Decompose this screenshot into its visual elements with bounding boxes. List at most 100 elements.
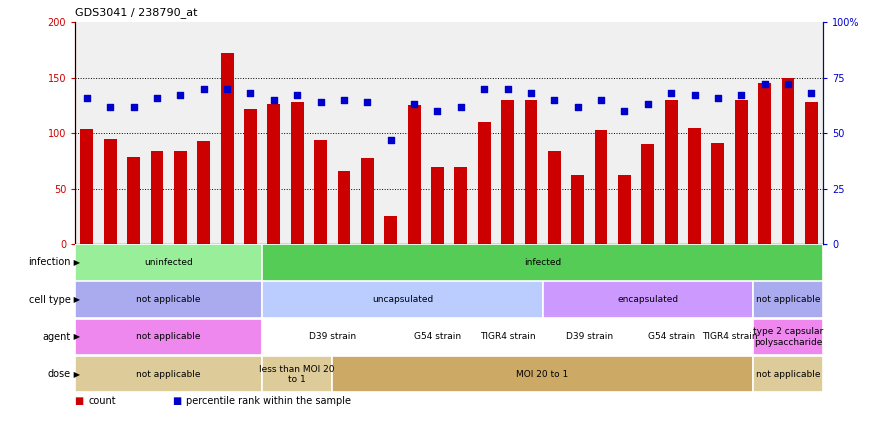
Point <box>477 85 491 92</box>
Bar <box>384 217 397 244</box>
Bar <box>75 319 262 355</box>
Text: infected: infected <box>524 258 561 267</box>
Bar <box>314 140 327 244</box>
Bar <box>197 141 210 244</box>
Bar <box>81 129 93 244</box>
Point <box>641 101 655 108</box>
Point <box>313 99 327 106</box>
Bar <box>174 151 187 244</box>
Bar <box>104 139 117 244</box>
Text: TIGR4 strain: TIGR4 strain <box>702 333 758 341</box>
Text: ■: ■ <box>173 396 185 406</box>
Point <box>735 92 749 99</box>
Bar <box>706 319 753 355</box>
Point <box>196 85 211 92</box>
Text: MOI 20 to 1: MOI 20 to 1 <box>517 370 569 379</box>
Text: ▶: ▶ <box>71 333 80 341</box>
Bar <box>337 171 350 244</box>
Text: encapsulated: encapsulated <box>617 295 678 304</box>
Bar <box>220 53 234 244</box>
Bar <box>291 102 304 244</box>
Point <box>594 96 608 103</box>
Bar <box>75 281 262 318</box>
Point <box>173 92 188 99</box>
Point <box>454 103 468 110</box>
Bar <box>267 104 281 244</box>
Text: type 2 capsular
polysaccharide: type 2 capsular polysaccharide <box>753 327 823 347</box>
Bar <box>403 319 473 355</box>
Point <box>383 136 397 143</box>
Bar <box>689 128 701 244</box>
Text: not applicable: not applicable <box>756 370 820 379</box>
Text: TIGR4 strain: TIGR4 strain <box>480 333 535 341</box>
Point <box>266 96 281 103</box>
Point <box>360 99 374 106</box>
Bar <box>618 175 631 244</box>
Bar <box>408 106 420 244</box>
Text: infection: infection <box>28 258 71 267</box>
Text: G54 strain: G54 strain <box>648 333 695 341</box>
Text: cell type: cell type <box>29 295 71 305</box>
Bar <box>127 157 140 244</box>
Bar <box>262 281 543 318</box>
Point <box>781 81 795 88</box>
Point <box>104 103 118 110</box>
Text: not applicable: not applicable <box>136 333 201 341</box>
Bar <box>753 356 823 392</box>
Point <box>711 94 725 101</box>
Point <box>664 90 678 97</box>
Bar <box>543 281 753 318</box>
Text: ▶: ▶ <box>71 295 80 304</box>
Bar <box>150 151 164 244</box>
Bar <box>454 166 467 244</box>
Point <box>127 103 141 110</box>
Bar <box>75 244 262 281</box>
Bar <box>665 100 678 244</box>
Point <box>547 96 561 103</box>
Bar <box>478 122 490 244</box>
Bar <box>636 319 706 355</box>
Point <box>430 107 444 115</box>
Bar <box>712 143 724 244</box>
Bar <box>735 100 748 244</box>
Point <box>804 90 819 97</box>
Text: ▶: ▶ <box>71 258 80 267</box>
Bar <box>431 166 444 244</box>
Point <box>758 81 772 88</box>
Bar <box>262 244 823 281</box>
Text: D39 strain: D39 strain <box>566 333 613 341</box>
Text: ▶: ▶ <box>71 370 80 379</box>
Point <box>243 90 258 97</box>
Bar <box>361 158 373 244</box>
Text: GDS3041 / 238790_at: GDS3041 / 238790_at <box>75 7 197 18</box>
Bar <box>642 144 654 244</box>
Bar <box>75 356 262 392</box>
Point <box>501 85 515 92</box>
Bar <box>548 151 561 244</box>
Point <box>220 85 235 92</box>
Text: agent: agent <box>42 332 71 342</box>
Bar <box>595 130 607 244</box>
Text: dose: dose <box>48 369 71 379</box>
Point <box>688 92 702 99</box>
Point <box>290 92 304 99</box>
Bar <box>501 100 514 244</box>
Text: percentile rank within the sample: percentile rank within the sample <box>186 396 350 406</box>
Bar <box>525 100 537 244</box>
Bar <box>244 109 257 244</box>
Text: uncapsulated: uncapsulated <box>372 295 433 304</box>
Bar <box>262 319 403 355</box>
Bar <box>543 319 636 355</box>
Text: not applicable: not applicable <box>136 295 201 304</box>
Text: ■: ■ <box>75 396 88 406</box>
Text: count: count <box>88 396 116 406</box>
Text: not applicable: not applicable <box>136 370 201 379</box>
Point <box>407 101 421 108</box>
Point <box>150 94 164 101</box>
Bar <box>262 356 332 392</box>
Text: less than MOI 20
to 1: less than MOI 20 to 1 <box>259 365 335 384</box>
Point <box>80 94 94 101</box>
Text: G54 strain: G54 strain <box>414 333 461 341</box>
Bar <box>571 175 584 244</box>
Bar <box>805 102 818 244</box>
